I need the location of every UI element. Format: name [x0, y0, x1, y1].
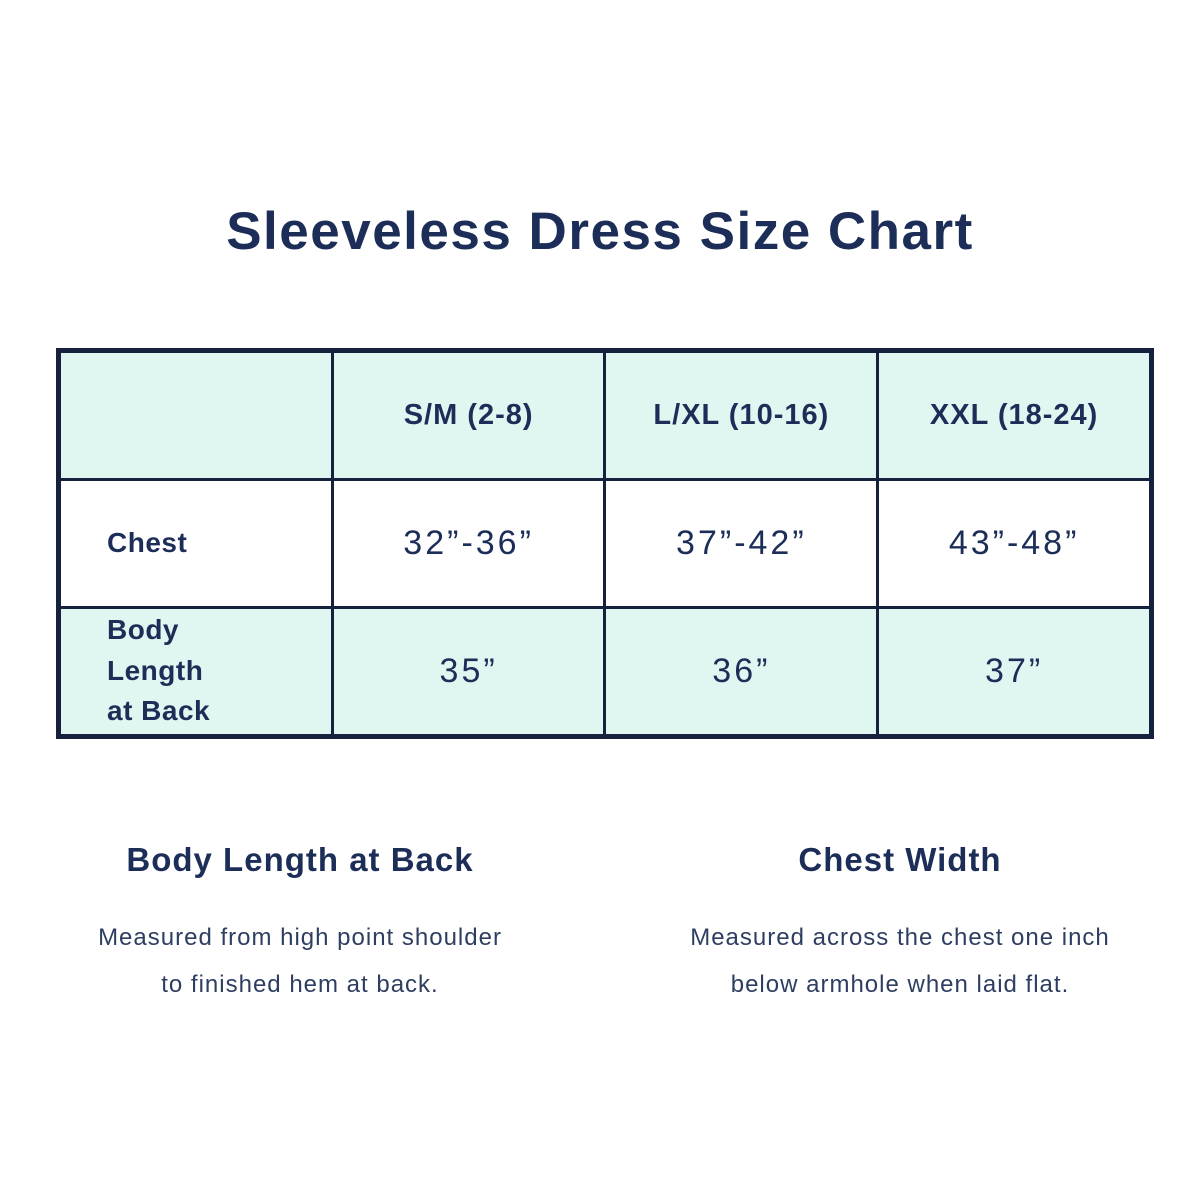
note-heading-chest-width: Chest Width — [798, 840, 1002, 878]
header-cell-empty — [57, 348, 334, 481]
note-text-chest-width: Measured across the chest one inch below… — [690, 923, 1110, 998]
size-table-header-row: S/M (2-8) L/XL (10-16) XXL (18-24) — [57, 348, 1153, 481]
chest-value-lxl: 37”-42” — [603, 477, 880, 609]
table-row-chest: Chest 32”-36” 37”-42” 43”-48” — [57, 477, 1153, 609]
header-cell-sm: S/M (2-8) — [330, 348, 607, 481]
body-length-value-sm: 35” — [330, 605, 607, 738]
table-row-body-length: Body Length at Back 35” 36” 37” — [57, 605, 1153, 738]
header-cell-xxl: XXL (18-24) — [876, 348, 1153, 481]
row-label-body-length: Body Length at Back — [57, 605, 334, 738]
size-table: S/M (2-8) L/XL (10-16) XXL (18-24) Chest… — [56, 347, 1154, 739]
note-heading-body-length: Body Length at Back — [126, 840, 474, 878]
note-chest-width: Chest Width Measured across the chest on… — [600, 839, 1200, 1008]
header-cell-lxl: L/XL (10-16) — [603, 348, 880, 481]
measurement-notes: Body Length at Back Measured from high p… — [0, 839, 1200, 1008]
row-label-chest: Chest — [57, 477, 334, 609]
chest-value-xxl: 43”-48” — [876, 477, 1153, 609]
note-text-body-length: Measured from high point shoulder to fin… — [98, 923, 502, 998]
body-length-value-lxl: 36” — [603, 605, 880, 738]
body-length-value-xxl: 37” — [876, 605, 1153, 738]
chest-value-sm: 32”-36” — [330, 477, 607, 609]
page-title: Sleeveless Dress Size Chart — [226, 202, 974, 261]
note-body-length: Body Length at Back Measured from high p… — [0, 839, 600, 1008]
